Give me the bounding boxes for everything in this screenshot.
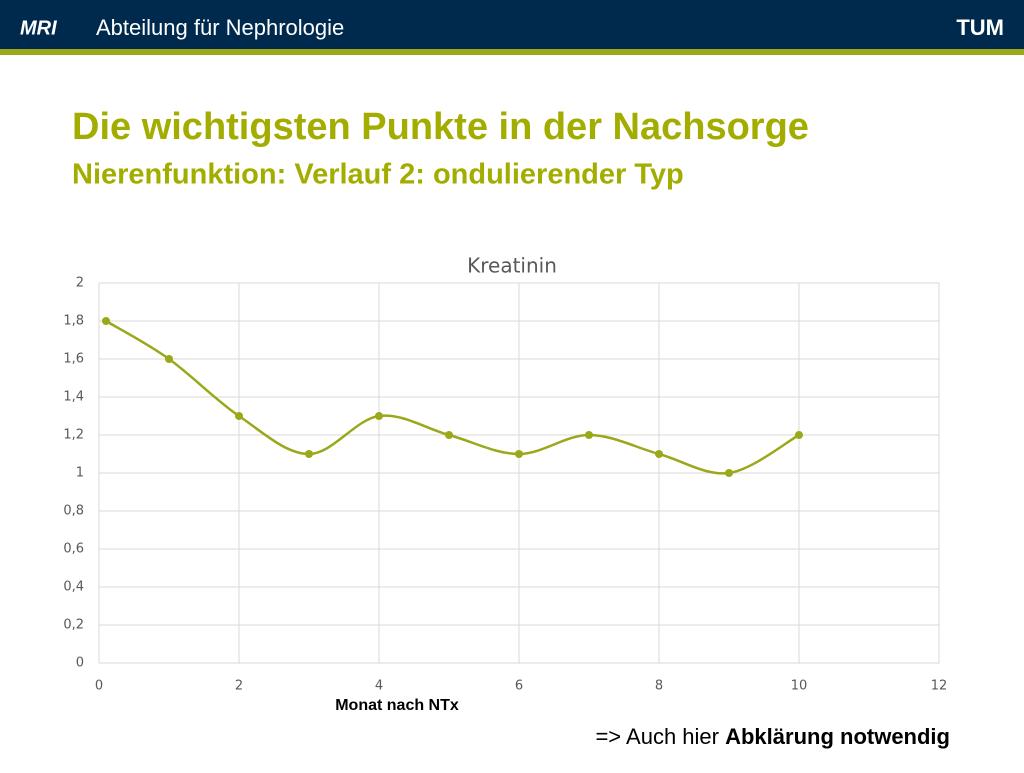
header-stripe: [0, 49, 1024, 55]
plot: 0 0,2 0,4 0,6 0,8 1 1,2 1,4 1,6 1,8 2 0 2 4 6 8 10 12: [63, 276, 947, 694]
y-tick-label: 1,4: [63, 390, 84, 405]
y-tick-label: 0,6: [63, 542, 84, 557]
header-title: Abteilung für Nephrologie: [96, 15, 344, 40]
point: [375, 412, 383, 420]
logo-left: MRI: [20, 17, 57, 39]
y-tick-label: 0: [76, 656, 84, 671]
slide-subtitle: Nierenfunktion: Verlauf 2: ondulierender…: [72, 159, 684, 191]
point: [305, 450, 313, 458]
chart-title: Kreatinin: [467, 254, 557, 278]
header-bar: [0, 0, 1024, 49]
y-tick-label: 0,8: [63, 504, 84, 519]
y-tick-label: 1,2: [63, 428, 84, 443]
logo-right: TUM: [956, 15, 1004, 40]
point: [165, 355, 173, 363]
y-tick-label: 1,6: [63, 352, 84, 367]
x-tick-label: 6: [515, 679, 523, 694]
point: [102, 317, 110, 325]
slide-title: Die wichtigsten Punkte in der Nachsorge: [72, 106, 809, 148]
note-bold: Abklärung notwendig: [725, 724, 950, 749]
note-prefix: => Auch hier: [595, 724, 719, 749]
y-tick-label: 0,4: [63, 580, 84, 595]
point: [795, 431, 803, 439]
point: [725, 469, 733, 477]
x-tick-label: 4: [375, 679, 383, 694]
plot-border: [98, 282, 940, 664]
x-tick-label: 8: [655, 679, 663, 694]
x-tick-label: 12: [931, 679, 948, 694]
y-tick-label: 0,2: [63, 618, 84, 633]
point: [515, 450, 523, 458]
point: [655, 450, 663, 458]
y-tick-label: 1,8: [63, 314, 84, 329]
y-tick-label: 2: [76, 276, 84, 291]
point: [235, 412, 243, 420]
x-tick-label: 10: [791, 679, 808, 694]
note: => Auch hier Abklärung notwendig: [595, 724, 950, 749]
x-tick-label: 0: [95, 679, 103, 694]
point: [445, 431, 453, 439]
x-tick-label: 2: [235, 679, 243, 694]
x-axis-label: Monat nach NTx: [335, 697, 459, 714]
point: [585, 431, 593, 439]
y-tick-label: 1: [76, 466, 84, 481]
